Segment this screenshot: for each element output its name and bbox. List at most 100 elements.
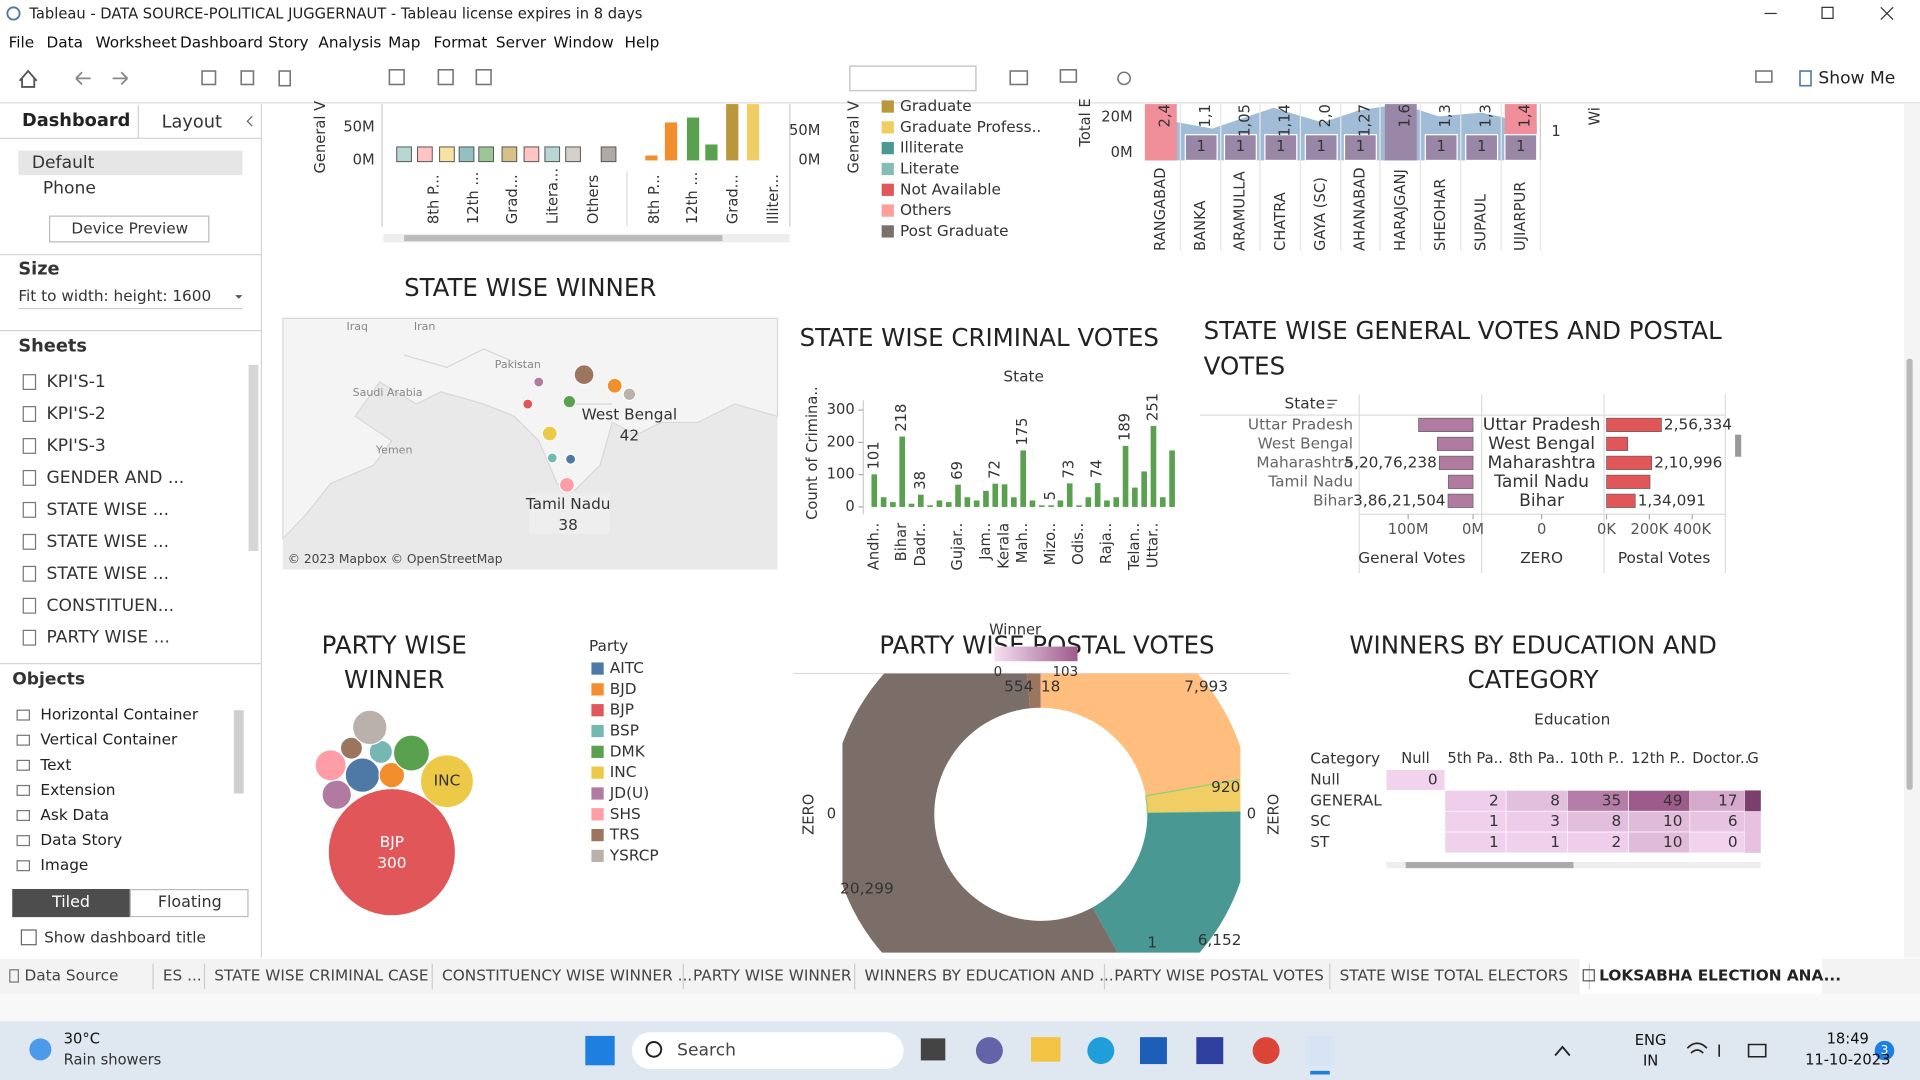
map-dot[interactable] [565, 453, 576, 465]
explorer-icon[interactable] [1031, 1037, 1061, 1062]
sheet-item[interactable]: KPI'S-1 [47, 372, 106, 392]
fit-dropdown[interactable] [849, 65, 977, 92]
restore-button[interactable] [1821, 6, 1834, 19]
floating-button[interactable] [129, 888, 249, 918]
map-dot[interactable] [622, 387, 636, 401]
presentation-icon[interactable] [1059, 69, 1078, 83]
show-me-button[interactable]: Show Me [1818, 68, 1895, 88]
object-item[interactable]: Ask Data [40, 806, 109, 824]
edge-icon[interactable] [1087, 1037, 1115, 1065]
sheet-tab[interactable]: WINNERS BY EDUCATION AND ... [864, 966, 1113, 984]
notification-badge[interactable] [1874, 1040, 1895, 1061]
collapse-icon[interactable] [246, 115, 253, 127]
donut-slice[interactable] [1092, 811, 1252, 999]
donut-slice[interactable] [1040, 604, 1248, 796]
device-option[interactable]: Default [32, 153, 95, 173]
bubble[interactable] [314, 749, 347, 782]
menu-item[interactable]: Story [268, 33, 308, 51]
bubble[interactable] [344, 757, 381, 793]
sheet-tab[interactable]: PARTY WISE WINNER [693, 966, 852, 984]
sheet-item[interactable]: STATE WISE ... [47, 500, 170, 520]
menu-item[interactable]: Analysis [318, 33, 381, 51]
map-dot[interactable] [559, 477, 575, 493]
pause-icon[interactable] [278, 70, 291, 87]
object-item[interactable]: Data Story [40, 831, 122, 849]
sheet-item[interactable]: STATE WISE ... [47, 532, 170, 552]
size-value[interactable]: Fit to width: height: 1600 [18, 287, 211, 305]
home-icon[interactable] [18, 69, 38, 88]
dashboard-tab[interactable]: Dashboard [22, 111, 130, 131]
sheets-scrollbar[interactable] [248, 364, 259, 552]
start-button[interactable] [585, 1035, 615, 1066]
object-item[interactable]: Horizontal Container [40, 706, 198, 724]
sheet-tab[interactable]: STATE WISE TOTAL ELECTORS [1340, 966, 1569, 984]
bubble[interactable] [419, 754, 475, 809]
sort-icon[interactable] [1327, 399, 1338, 409]
object-item[interactable]: Extension [40, 781, 115, 799]
bubble[interactable] [351, 709, 388, 746]
device-option[interactable]: Phone [43, 179, 96, 199]
sheet-tab[interactable]: CONSTITUENCY WISE WINNER ... [442, 966, 692, 984]
new-sheet-icon[interactable] [388, 69, 405, 86]
task-view[interactable] [920, 1038, 946, 1061]
share-icon[interactable] [1117, 71, 1131, 86]
menu-item[interactable]: File [9, 33, 35, 51]
bubble[interactable] [321, 779, 353, 811]
donut-slice[interactable] [1040, 604, 1041, 708]
map-dot[interactable] [573, 364, 595, 385]
menu-item[interactable]: Format [433, 33, 487, 51]
sheet-tab[interactable]: ES ... [163, 966, 202, 984]
map-dot[interactable] [546, 452, 558, 464]
show-me-icon[interactable] [1799, 70, 1812, 87]
duplicate-icon[interactable] [437, 69, 454, 86]
canvas-scroll-thumb[interactable] [1906, 358, 1913, 790]
map-dot[interactable] [606, 377, 623, 394]
bubble[interactable] [378, 761, 406, 789]
teams-icon[interactable] [975, 1037, 1003, 1065]
new-datasource-icon[interactable] [240, 70, 255, 86]
object-item[interactable]: Image [40, 856, 88, 874]
sheet-item[interactable]: CONSTITUEN... [47, 596, 175, 616]
menu-item[interactable]: Dashboard [180, 33, 263, 51]
layout-tab[interactable]: Layout [162, 112, 222, 132]
store-icon[interactable] [1140, 1037, 1167, 1065]
sheet-tab[interactable]: LOKSABHA ELECTION ANA... [1599, 966, 1841, 984]
clear-icon[interactable] [475, 69, 492, 86]
bubble[interactable] [392, 734, 431, 772]
bubble[interactable] [339, 736, 364, 760]
donut-slice[interactable] [830, 605, 1143, 1025]
menu-item[interactable]: Server [496, 33, 547, 51]
sheet-item[interactable]: STATE WISE ... [47, 564, 170, 584]
map-dot[interactable] [562, 395, 576, 409]
save-icon[interactable] [201, 70, 217, 86]
menu-item[interactable]: Data [47, 33, 84, 51]
sheet-item[interactable]: KPI'S-2 [47, 404, 106, 424]
object-item[interactable]: Vertical Container [40, 731, 178, 749]
map-dot[interactable] [533, 376, 545, 388]
tableau-icon[interactable] [1305, 1035, 1335, 1066]
menu-item[interactable]: Worksheet [96, 33, 177, 51]
pin-icon[interactable] [1755, 70, 1773, 83]
map-dot[interactable] [541, 425, 558, 442]
active-tab[interactable] [1579, 958, 1823, 995]
donut-slice[interactable] [1145, 778, 1252, 814]
tiled-button[interactable] [12, 888, 130, 918]
sheet-item[interactable]: PARTY WISE ... [47, 628, 170, 648]
sheet-tab[interactable]: Data Source [24, 966, 118, 984]
sheet-item[interactable]: KPI'S-3 [47, 436, 106, 456]
menu-item[interactable]: Map [388, 33, 420, 51]
donut-slice[interactable] [1092, 907, 1144, 998]
device-preview-button[interactable] [48, 215, 210, 243]
donut-slice[interactable] [1020, 604, 1041, 709]
chrome-icon[interactable] [1252, 1037, 1280, 1065]
app-icon[interactable] [1196, 1037, 1224, 1065]
object-item[interactable]: Text [39, 756, 71, 774]
checkbox[interactable] [20, 929, 37, 946]
sheet-item[interactable]: GENDER AND ... [47, 468, 185, 488]
sheet-tab[interactable]: PARTY WISE POSTAL VOTES [1114, 966, 1324, 984]
menu-item[interactable]: Window [553, 33, 613, 51]
undo-redo-icons[interactable] [75, 71, 128, 86]
map-dot[interactable] [522, 398, 534, 410]
sheet-tab[interactable]: STATE WISE CRIMINAL CASE [214, 966, 428, 984]
show-cards-icon[interactable] [1009, 70, 1029, 86]
